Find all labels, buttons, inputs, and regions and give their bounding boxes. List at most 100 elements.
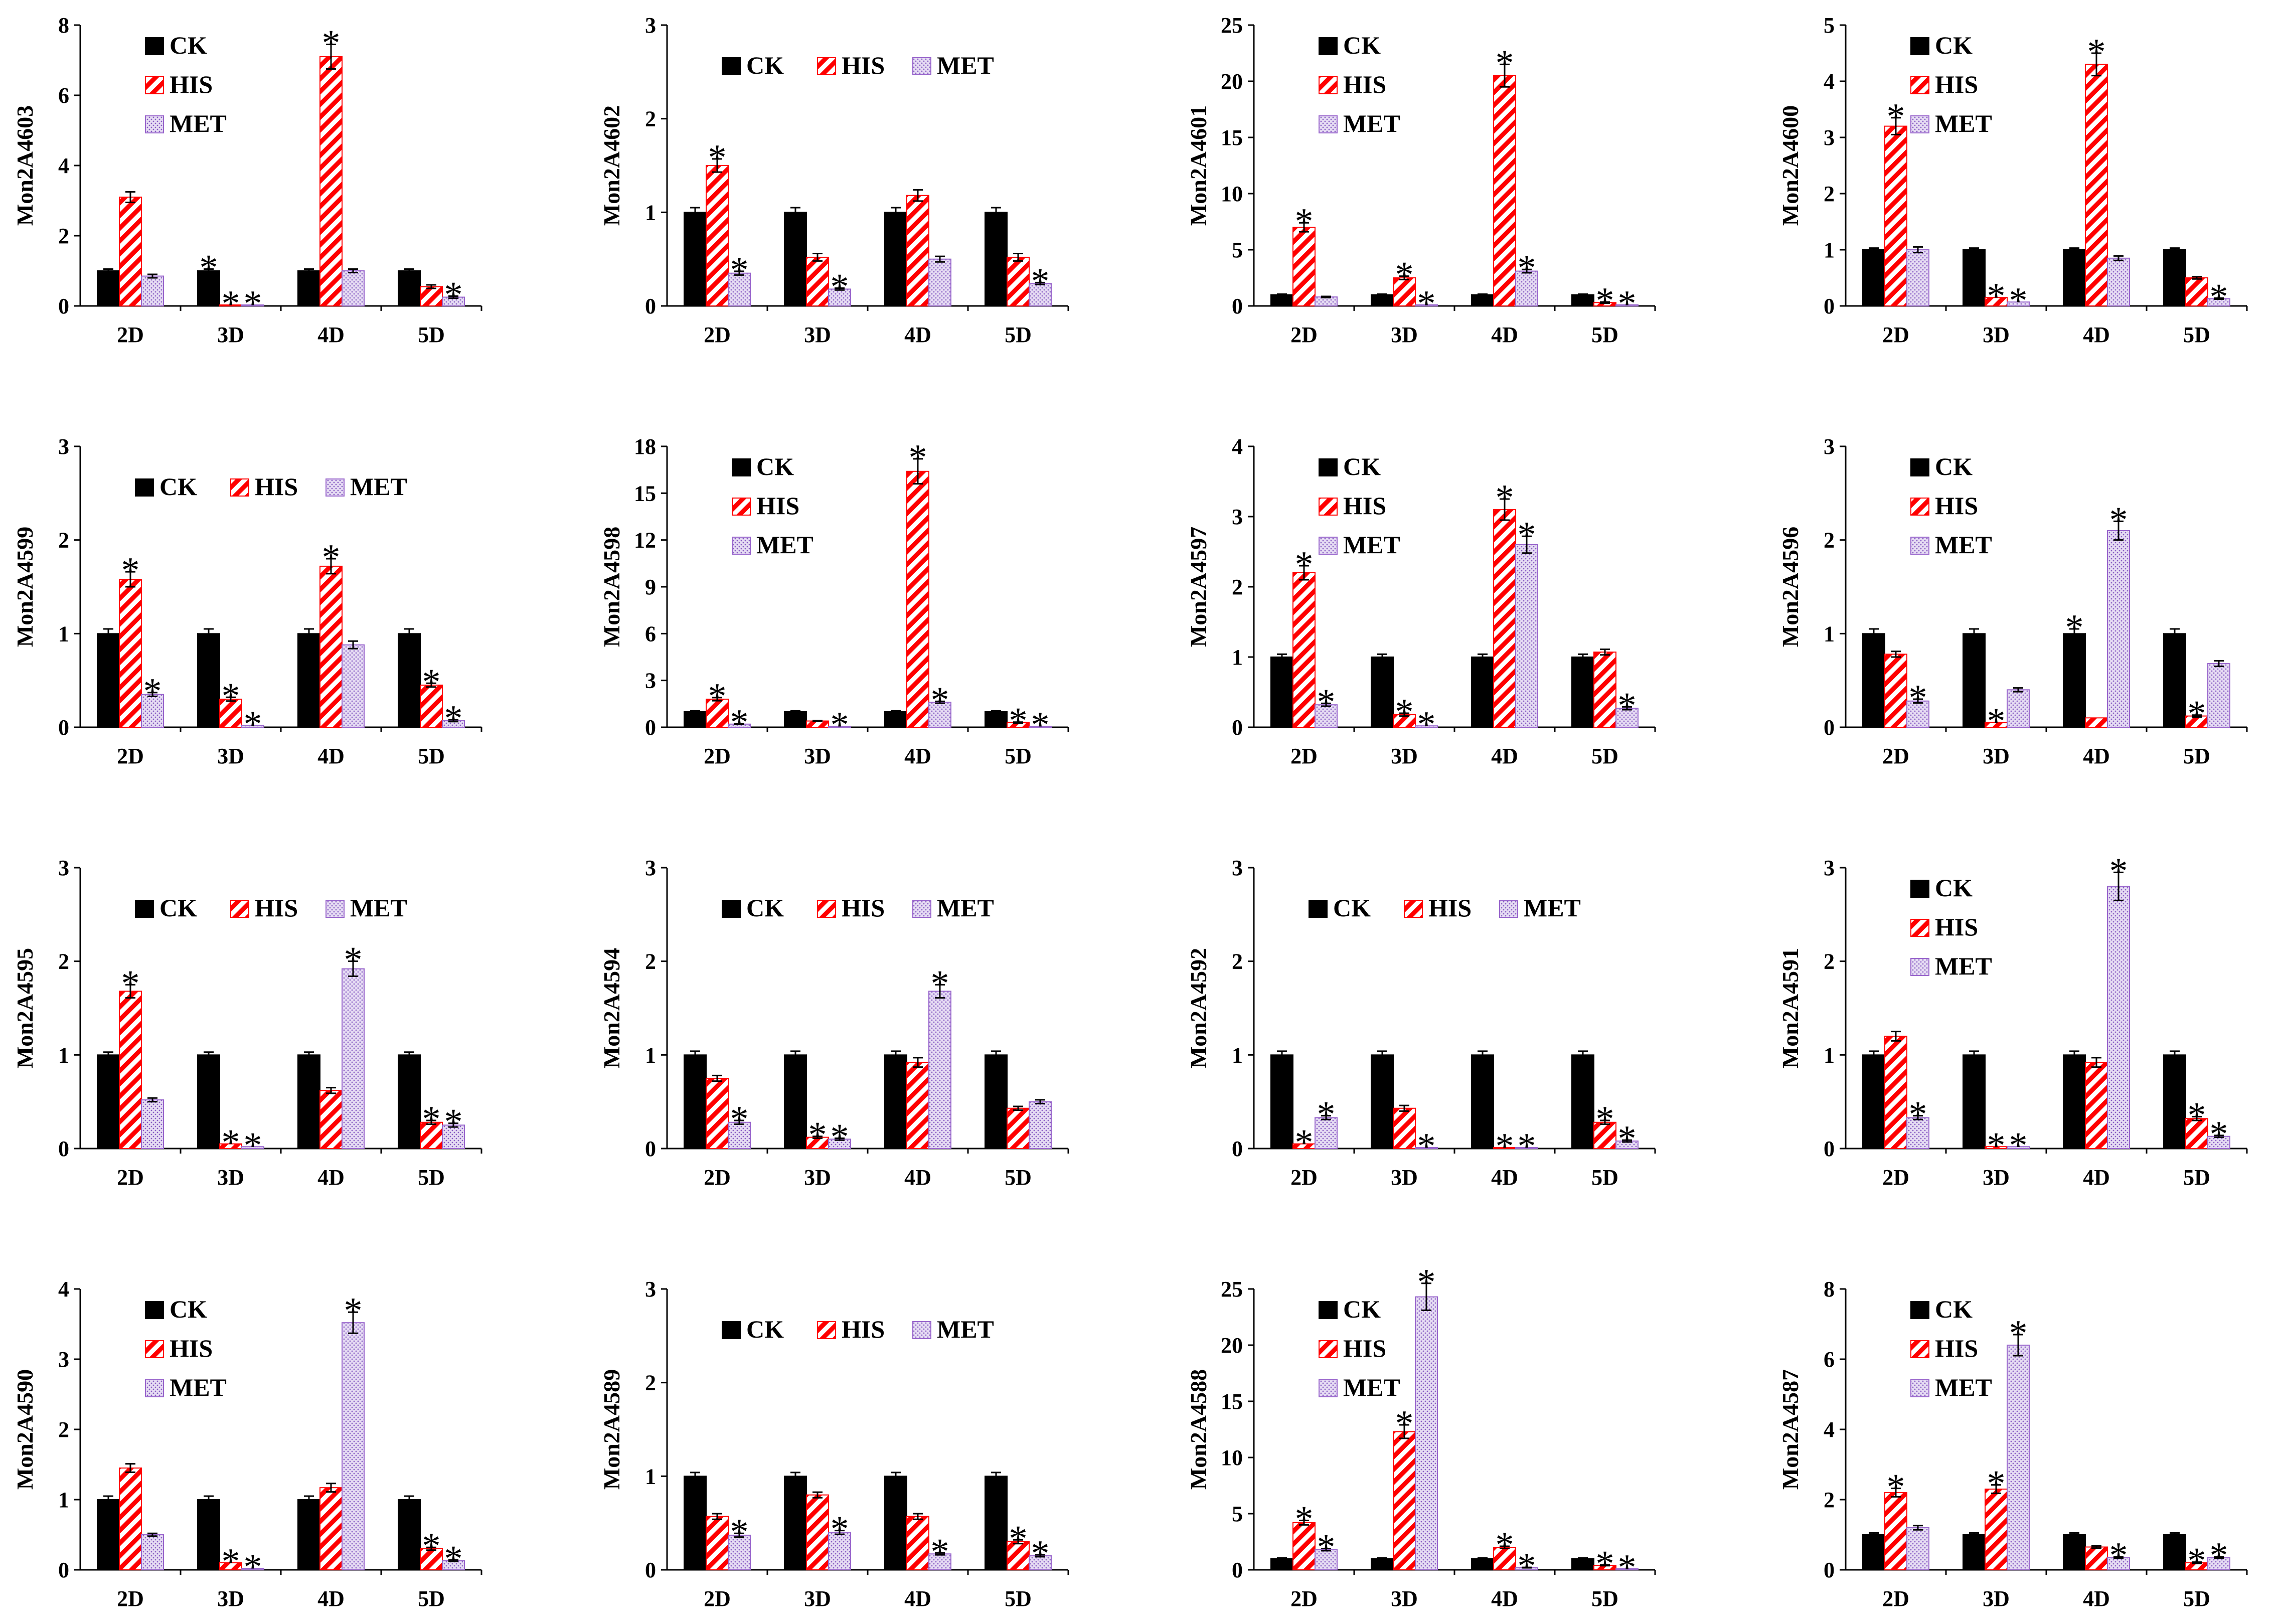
legend-label-his: HIS bbox=[170, 1334, 213, 1362]
significance-star: * bbox=[1295, 201, 1314, 242]
bar-his bbox=[1292, 227, 1316, 307]
significance-star: * bbox=[1009, 701, 1028, 742]
significance-star: * bbox=[1618, 283, 1637, 324]
legend-label-met: MET bbox=[937, 1315, 994, 1343]
legend-label-ck: CK bbox=[1935, 874, 1973, 902]
significance-star: * bbox=[1887, 96, 1905, 137]
bar-his bbox=[420, 685, 443, 728]
x-tick-label: 2D bbox=[117, 744, 144, 768]
legend-label-met: MET bbox=[1343, 1373, 1400, 1401]
significance-star: * bbox=[1618, 1547, 1637, 1588]
y-tick-label: 2 bbox=[58, 224, 69, 248]
legend: CK HIS MET bbox=[1319, 1295, 1400, 1401]
legend-label-ck: CK bbox=[746, 1315, 784, 1343]
y-tick-label: 0 bbox=[1824, 1136, 1835, 1161]
x-tick-label: 4D bbox=[317, 1586, 345, 1611]
bar-his bbox=[806, 256, 829, 307]
legend-swatch-his bbox=[1910, 76, 1929, 94]
y-tick-label: 12 bbox=[634, 528, 656, 553]
bar-ck bbox=[985, 711, 1008, 728]
bar-ck bbox=[985, 1054, 1008, 1149]
legend-swatch-ck bbox=[722, 900, 741, 918]
significance-star: * bbox=[344, 1290, 363, 1332]
legend-swatch-met bbox=[732, 537, 751, 555]
significance-star: * bbox=[422, 662, 441, 703]
bar-met bbox=[1615, 1568, 1639, 1571]
x-tick-label: 2D bbox=[704, 1586, 731, 1611]
x-tick-label: 4D bbox=[317, 322, 345, 347]
legend-swatch-his bbox=[1910, 919, 1929, 937]
bar-his bbox=[706, 1516, 729, 1571]
legend-swatch-ck bbox=[1319, 458, 1338, 476]
bar-ck bbox=[297, 633, 320, 728]
bar-met bbox=[442, 1124, 465, 1149]
legend-label-ck: CK bbox=[1935, 452, 1973, 480]
legend-label-his: HIS bbox=[255, 894, 298, 922]
legend-label-met: MET bbox=[1935, 952, 1992, 980]
y-tick-label: 20 bbox=[1221, 1333, 1243, 1358]
legend-swatch-his bbox=[817, 1321, 836, 1339]
bar-his bbox=[1593, 1121, 1616, 1150]
bar-ck bbox=[398, 1499, 421, 1570]
y-tick-label: 3 bbox=[645, 13, 656, 38]
bar-ck bbox=[684, 212, 707, 307]
x-tick-label: 3D bbox=[217, 744, 244, 768]
x-tick-label: 3D bbox=[1391, 1586, 1418, 1611]
y-tick-label: 4 bbox=[1824, 69, 1835, 94]
legend-label-met: MET bbox=[1935, 109, 1992, 137]
bar-met bbox=[2007, 1345, 2030, 1570]
significance-star: * bbox=[730, 250, 749, 291]
bar-met bbox=[1415, 725, 1438, 728]
legend-swatch-met bbox=[1499, 900, 1518, 918]
bar-met bbox=[2107, 257, 2130, 306]
bar-ck bbox=[1963, 1054, 1986, 1149]
bar-his bbox=[2085, 717, 2108, 728]
significance-star: * bbox=[931, 1531, 949, 1572]
legend-label-ck: CK bbox=[159, 472, 197, 501]
x-tick-label: 2D bbox=[1882, 1586, 1909, 1611]
legend: CK HIS MET bbox=[722, 1315, 994, 1343]
x-tick-label: 3D bbox=[804, 1586, 831, 1611]
significance-star: * bbox=[444, 698, 463, 739]
significance-star: * bbox=[1496, 43, 1514, 84]
bar-met bbox=[2007, 301, 2030, 306]
significance-star: * bbox=[1518, 515, 1536, 556]
legend: CK HIS MET bbox=[1319, 31, 1400, 137]
x-tick-label: 2D bbox=[1290, 1165, 1318, 1190]
x-tick-label: 3D bbox=[217, 322, 244, 347]
x-tick-label: 5D bbox=[1005, 1165, 1032, 1190]
bar-ck bbox=[97, 1499, 120, 1570]
bar-met bbox=[2007, 1146, 2030, 1149]
bar-his bbox=[706, 165, 729, 306]
bar-ck bbox=[197, 1499, 220, 1570]
legend: CK HIS MET bbox=[1309, 894, 1581, 922]
bar-met bbox=[828, 288, 851, 307]
y-tick-label: 1 bbox=[645, 200, 656, 225]
bar-ck bbox=[2063, 1054, 2086, 1149]
significance-star: * bbox=[244, 283, 262, 324]
significance-star: * bbox=[1909, 1094, 1927, 1135]
legend-label-his: HIS bbox=[1343, 1334, 1386, 1362]
x-tick-label: 2D bbox=[1882, 744, 1909, 768]
x-tick-label: 4D bbox=[2083, 322, 2110, 347]
bar-ck bbox=[297, 1499, 320, 1570]
significance-star: * bbox=[708, 676, 727, 717]
legend-swatch-ck bbox=[135, 900, 154, 918]
significance-star: * bbox=[1496, 1525, 1514, 1566]
y-tick-label: 3 bbox=[1232, 856, 1243, 880]
bar-his bbox=[219, 699, 242, 728]
y-tick-label: 0 bbox=[1232, 1136, 1243, 1161]
legend-swatch-ck bbox=[1319, 1301, 1338, 1319]
bar-ck bbox=[684, 1054, 707, 1149]
bar-his bbox=[1007, 1541, 1030, 1570]
significance-star: * bbox=[222, 1122, 240, 1164]
x-tick-label: 2D bbox=[117, 1586, 144, 1611]
legend-swatch-his bbox=[230, 900, 249, 918]
bar-ck bbox=[1471, 1054, 1494, 1149]
